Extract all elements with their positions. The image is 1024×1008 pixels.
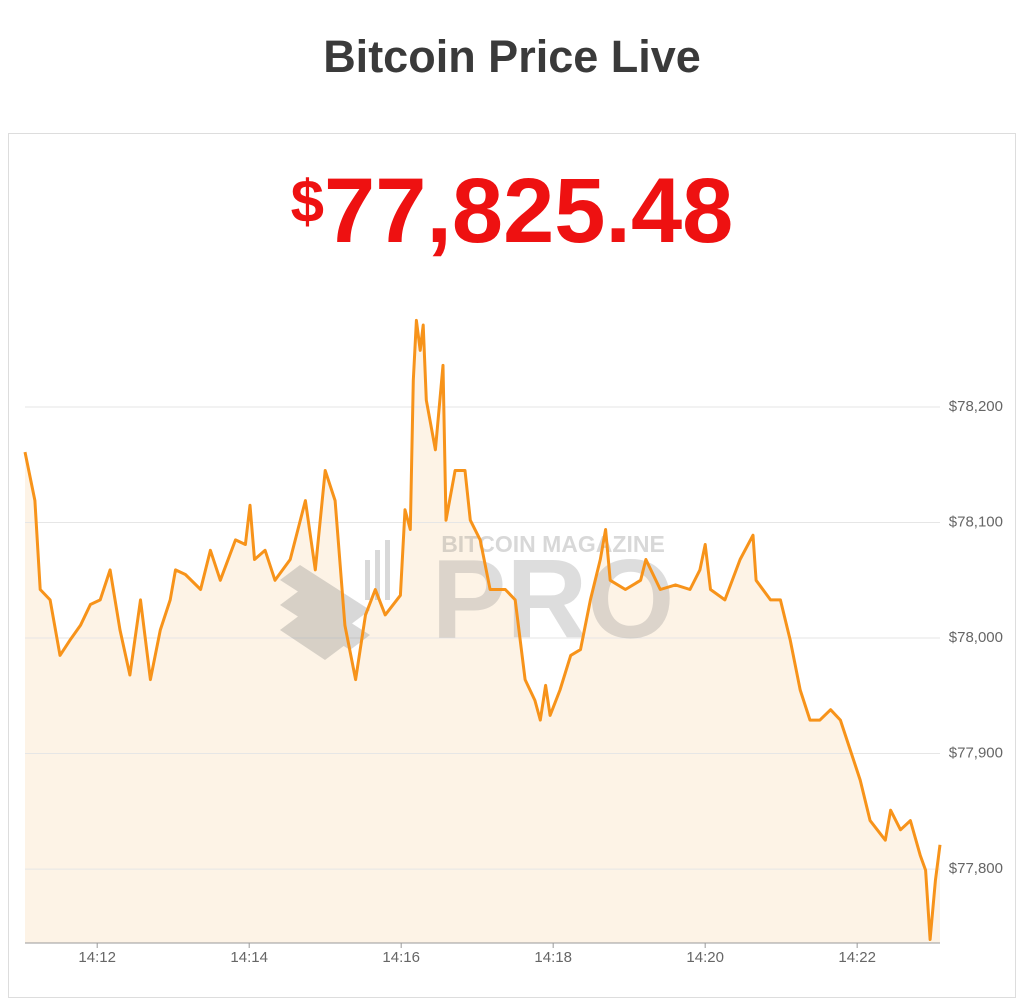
x-tick-label: 14:18 <box>534 949 572 966</box>
x-tick-label: 14:20 <box>686 949 724 966</box>
y-tick-label: $78,100 <box>949 513 1003 530</box>
x-tick-label: 14:14 <box>230 949 268 966</box>
grid-layer: $77,800 $77,900 $78,000 $78,100 $78,200 14:12… <box>25 398 1003 966</box>
x-tick-label: 14:22 <box>838 949 876 966</box>
price: $77,825.48 <box>291 160 734 262</box>
y-tick-label: $77,900 <box>949 745 1003 762</box>
x-tick-label: 14:12 <box>78 949 116 966</box>
watermark-main: PRO <box>432 537 675 662</box>
area-layer <box>25 320 940 943</box>
price-currency: $ <box>291 168 324 235</box>
x-tick-label: 14:16 <box>382 949 420 966</box>
y-tick-label: $78,000 <box>949 629 1003 646</box>
price-amount: 77,825.48 <box>324 160 733 262</box>
price-line <box>23 318 942 941</box>
y-tick-label: $78,200 <box>949 398 1003 415</box>
page-title: Bitcoin Price Live <box>323 31 701 82</box>
line-layer <box>23 318 942 941</box>
price-area <box>25 320 940 943</box>
watermark: BITCOIN MAGAZINE PRO <box>280 531 674 662</box>
y-tick-label: $77,800 <box>949 860 1003 877</box>
